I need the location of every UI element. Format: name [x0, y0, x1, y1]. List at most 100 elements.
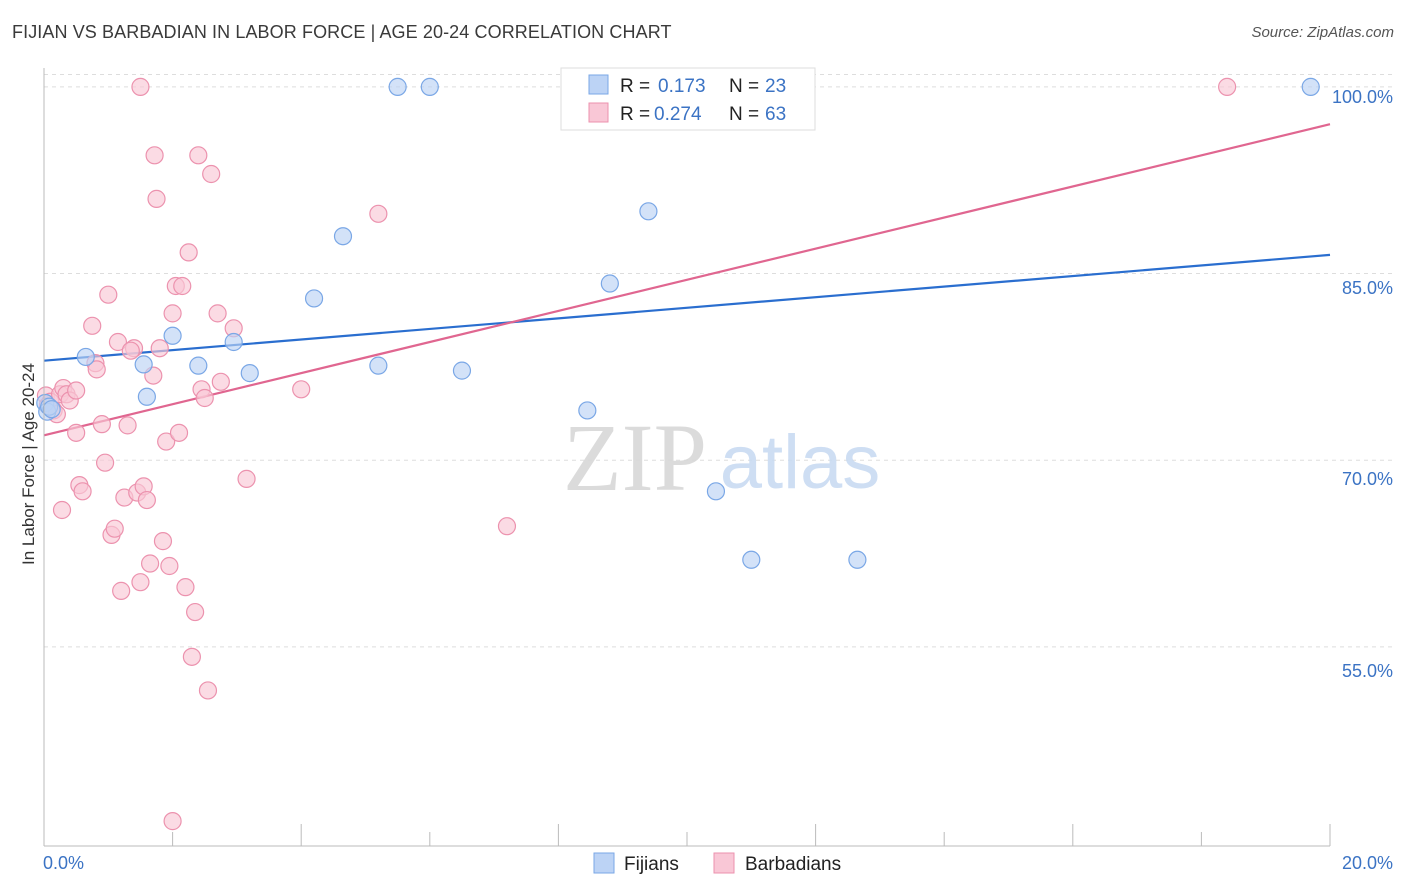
- point-fijians-3: [42, 400, 61, 419]
- point-barbadians-17: [92, 415, 111, 434]
- y-tick-label-100: 100.0%: [1332, 87, 1393, 107]
- bottom-legend-barbadians-swatch: [713, 852, 735, 874]
- point-fijians-4: [76, 347, 95, 367]
- trend-layer: [43, 123, 1331, 437]
- point-barbadians-47: [189, 146, 208, 165]
- y-tick-label-55: 55.0%: [1342, 661, 1393, 681]
- point-barbadians-60: [131, 77, 150, 96]
- point-barbadians-19: [99, 285, 118, 304]
- fijians-n-value: 23: [765, 76, 786, 97]
- point-fijians-23: [1301, 77, 1320, 96]
- point-barbadians-18: [95, 453, 115, 472]
- point-barbadians-53: [211, 372, 230, 391]
- point-barbadians-49: [195, 388, 214, 408]
- point-fijians-16: [452, 361, 472, 380]
- point-barbadians-30: [137, 490, 156, 510]
- point-barbadians-13: [73, 482, 92, 501]
- fijians-n-label: N =: [729, 76, 759, 97]
- point-barbadians-42: [173, 276, 192, 296]
- bottom-legend-fijians-swatch: [593, 852, 615, 874]
- point-barbadians-39: [163, 304, 182, 323]
- point-barbadians-31: [140, 554, 160, 573]
- watermark-zip: ZIP: [563, 404, 707, 511]
- barbadians-r-label: R =: [620, 104, 650, 125]
- grid-layer: [44, 73, 1392, 648]
- point-barbadians-22: [108, 332, 128, 352]
- point-fijians-19: [639, 202, 658, 221]
- point-barbadians-14: [83, 316, 102, 335]
- point-fijians-5: [134, 355, 153, 374]
- point-fijians-13: [369, 356, 388, 375]
- point-fijians-17: [578, 401, 597, 420]
- point-barbadians-45: [182, 647, 201, 666]
- point-barbadians-58: [497, 517, 517, 536]
- trend-line-barbadians: [43, 123, 1331, 437]
- point-fijians-14: [388, 77, 407, 96]
- point-fijians-10: [240, 364, 259, 383]
- barbadians-n-label: N =: [729, 104, 759, 125]
- point-barbadians-10: [52, 500, 72, 520]
- chart-title: FIJIAN VS BARBADIAN IN LABOR FORCE | AGE…: [12, 22, 672, 42]
- point-fijians-12: [333, 227, 353, 246]
- point-fijians-15: [420, 77, 439, 96]
- point-fijians-9: [224, 332, 243, 352]
- source-credit: Source: ZipAtlas.com: [1251, 24, 1394, 41]
- bottom-legend-barbadians-label: Barbadians: [745, 854, 841, 875]
- point-barbadians-9: [67, 381, 86, 400]
- point-barbadians-44: [179, 243, 198, 262]
- point-barbadians-41: [169, 423, 189, 442]
- point-barbadians-34: [147, 189, 166, 208]
- point-barbadians-59: [163, 812, 182, 831]
- point-barbadians-46: [186, 602, 205, 622]
- point-fijians-11: [304, 289, 324, 308]
- point-barbadians-50: [198, 681, 218, 700]
- point-barbadians-33: [145, 146, 164, 165]
- watermark-atlas: atlas: [720, 420, 881, 505]
- point-barbadians-28: [131, 573, 150, 592]
- barbadians-n-value: 63: [765, 104, 786, 125]
- point-layer: [36, 77, 1320, 831]
- point-barbadians-62: [121, 341, 140, 360]
- x-tick-label-max: 20.0%: [1342, 853, 1393, 873]
- point-barbadians-43: [176, 578, 195, 597]
- y-tick-label-85: 85.0%: [1342, 278, 1393, 298]
- point-fijians-22: [848, 550, 867, 569]
- point-barbadians-23: [112, 581, 131, 600]
- point-barbadians-51: [202, 164, 221, 184]
- y-axis-label: In Labor Force | Age 20-24: [19, 363, 38, 565]
- point-barbadians-56: [292, 380, 311, 399]
- fijians-r-value: 0.173: [658, 76, 706, 97]
- y-tick-label-70: 70.0%: [1342, 469, 1393, 489]
- point-barbadians-25: [118, 416, 137, 435]
- fijians-r-label: R =: [620, 76, 650, 97]
- fijians-swatch: [588, 74, 609, 95]
- barbadians-swatch: [588, 102, 609, 123]
- point-barbadians-11: [67, 423, 86, 442]
- point-barbadians-52: [208, 304, 227, 323]
- bottom-legend-fijians-label: Fijians: [624, 854, 679, 875]
- point-barbadians-36: [153, 532, 173, 551]
- point-fijians-6: [137, 387, 156, 406]
- point-barbadians-61: [1218, 77, 1237, 96]
- point-barbadians-57: [369, 204, 388, 223]
- x-tick-label-min: 0.0%: [43, 853, 84, 873]
- point-barbadians-37: [157, 432, 176, 451]
- point-barbadians-38: [160, 556, 179, 576]
- barbadians-r-value: 0.274: [654, 104, 702, 125]
- watermark: ZIP atlas: [563, 404, 880, 511]
- x-tick-layer: [43, 824, 1331, 846]
- stats-legend: R = 0.173 N = 23 R = 0.274 N = 63: [560, 67, 816, 131]
- point-fijians-7: [163, 326, 182, 345]
- point-fijians-18: [600, 274, 619, 293]
- point-fijians-21: [742, 550, 761, 569]
- point-barbadians-55: [237, 469, 256, 488]
- point-fijians-20: [706, 482, 726, 501]
- point-barbadians-16: [87, 360, 106, 379]
- bottom-legend: Fijians Barbadians: [593, 852, 841, 875]
- point-fijians-8: [189, 356, 208, 375]
- trend-line-fijians: [43, 253, 1331, 362]
- point-barbadians-21: [105, 519, 124, 538]
- point-barbadians-35: [150, 339, 169, 358]
